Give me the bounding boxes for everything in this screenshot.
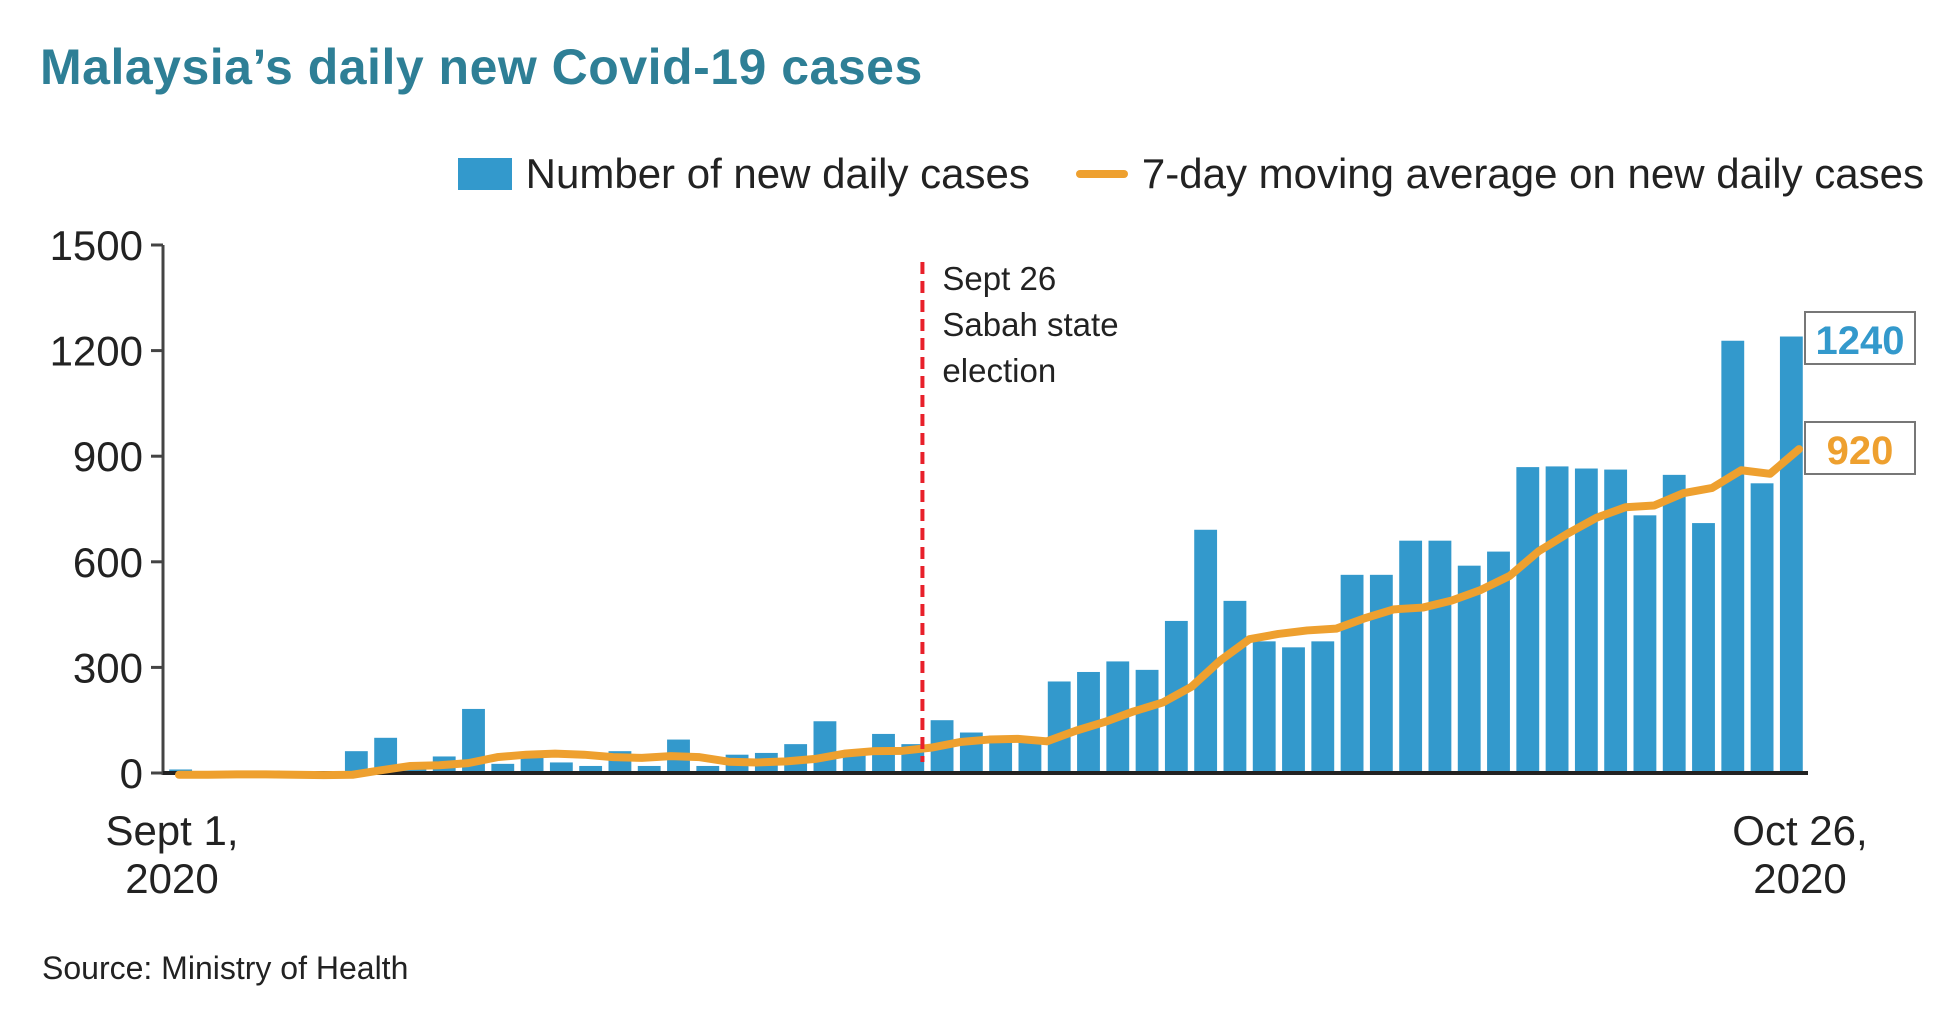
latest-average-label: 920 bbox=[1827, 429, 1894, 473]
bar-day-31 bbox=[1047, 681, 1071, 773]
bar-day-46 bbox=[1487, 551, 1510, 773]
bar-day-38 bbox=[1252, 641, 1276, 773]
bar-day-52 bbox=[1662, 474, 1686, 773]
y-tick-label-1200: 1200 bbox=[50, 328, 143, 375]
election-annotation-1: Sabah state bbox=[942, 306, 1118, 343]
bar-day-50 bbox=[1604, 469, 1628, 773]
latest-cases-label: 1240 bbox=[1816, 319, 1905, 363]
y-tick-label-1500: 1500 bbox=[50, 222, 143, 269]
bar-day-45 bbox=[1457, 565, 1481, 773]
bar-day-37 bbox=[1223, 600, 1247, 773]
bar-day-19 bbox=[696, 765, 720, 773]
bar-day-36 bbox=[1194, 529, 1218, 773]
x-end-label-1: 2020 bbox=[1753, 855, 1846, 902]
bar-day-12 bbox=[491, 763, 515, 773]
y-tick-label-0: 0 bbox=[120, 750, 143, 797]
legend-bar-label: Number of new daily cases bbox=[525, 150, 1030, 197]
bar-day-42 bbox=[1369, 574, 1393, 773]
bar-day-56 bbox=[1779, 336, 1803, 773]
bar-day-23 bbox=[813, 721, 837, 773]
latest-average-label-box bbox=[1804, 421, 1916, 475]
chart-title: Malaysia’s daily new Covid-19 cases bbox=[40, 39, 923, 95]
bar-day-44 bbox=[1428, 540, 1452, 773]
bar-day-17 bbox=[637, 765, 661, 773]
source-note: Source: Ministry of Health bbox=[42, 950, 409, 986]
bar-day-47 bbox=[1516, 467, 1540, 773]
bar-day-55 bbox=[1750, 483, 1774, 773]
bar-day-7 bbox=[344, 751, 368, 773]
bar-day-8 bbox=[374, 737, 398, 773]
bar-day-53 bbox=[1692, 523, 1715, 773]
y-tick-label-600: 600 bbox=[73, 539, 143, 586]
bar-day-49 bbox=[1574, 468, 1598, 773]
legend: Number of new daily cases 7-day moving a… bbox=[457, 150, 1924, 198]
bar-day-40 bbox=[1311, 641, 1335, 773]
bar-day-32 bbox=[1077, 671, 1100, 773]
election-annotation-2: election bbox=[942, 352, 1056, 389]
election-annotation-0: Sept 26 bbox=[942, 260, 1056, 297]
x-end-label-0: Oct 26, bbox=[1732, 807, 1867, 854]
moving-average-line bbox=[175, 445, 1803, 780]
latest-cases-label-box bbox=[1804, 311, 1916, 365]
legend-line-label: 7-day moving average on new daily cases bbox=[1141, 150, 1924, 197]
legend-line-swatch bbox=[1075, 170, 1128, 178]
bar-day-54 bbox=[1721, 340, 1745, 773]
bar-day-41 bbox=[1340, 574, 1364, 773]
bar-day-24 bbox=[842, 752, 866, 773]
bar-day-34 bbox=[1135, 669, 1159, 773]
bar-day-43 bbox=[1399, 540, 1423, 773]
bar-day-29 bbox=[989, 739, 1013, 773]
bar-day-39 bbox=[1282, 647, 1305, 773]
bar-day-30 bbox=[1018, 741, 1042, 773]
bar-day-14 bbox=[549, 762, 573, 773]
bar-day-51 bbox=[1633, 515, 1657, 773]
bar-day-13 bbox=[520, 756, 544, 773]
y-tick-label-900: 900 bbox=[73, 433, 143, 480]
x-start-label-1: 2020 bbox=[125, 855, 218, 902]
bar-day-48 bbox=[1545, 466, 1569, 773]
x-start-label-0: Sept 1, bbox=[105, 807, 238, 854]
bar-day-9 bbox=[403, 768, 427, 773]
y-tick-label-300: 300 bbox=[73, 644, 143, 691]
bar-day-15 bbox=[579, 765, 603, 773]
legend-bar-swatch bbox=[457, 158, 512, 190]
